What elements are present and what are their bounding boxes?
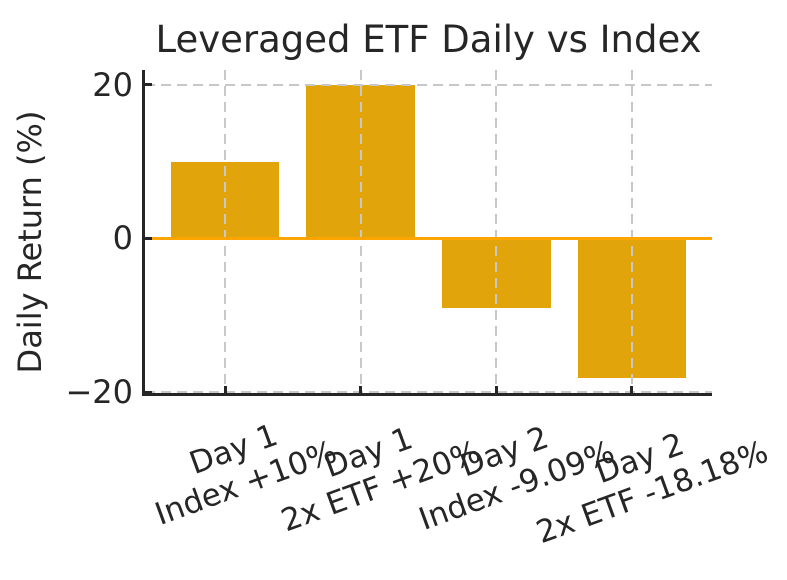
- x-gridline: [359, 70, 362, 393]
- y-tick-label: 20: [92, 65, 133, 104]
- plot-area: [142, 70, 712, 396]
- y-tick-mark: [145, 390, 152, 394]
- y-gridline: [145, 391, 712, 394]
- x-gridline: [495, 70, 498, 393]
- x-tick-mark: [494, 386, 498, 393]
- y-tick-mark: [145, 83, 152, 87]
- y-tick-mark: [145, 236, 152, 240]
- x-gridline: [224, 70, 227, 393]
- x-tick-mark: [630, 386, 634, 393]
- x-tick-mark: [359, 386, 363, 393]
- x-tick-mark: [223, 386, 227, 393]
- x-gridline: [630, 70, 633, 393]
- y-tick-label: −20: [65, 373, 133, 412]
- chart-title: Leveraged ETF Daily vs Index: [155, 18, 702, 61]
- y-tick-label: 0: [112, 219, 133, 258]
- y-gridline: [145, 83, 712, 86]
- zero-line: [145, 236, 712, 240]
